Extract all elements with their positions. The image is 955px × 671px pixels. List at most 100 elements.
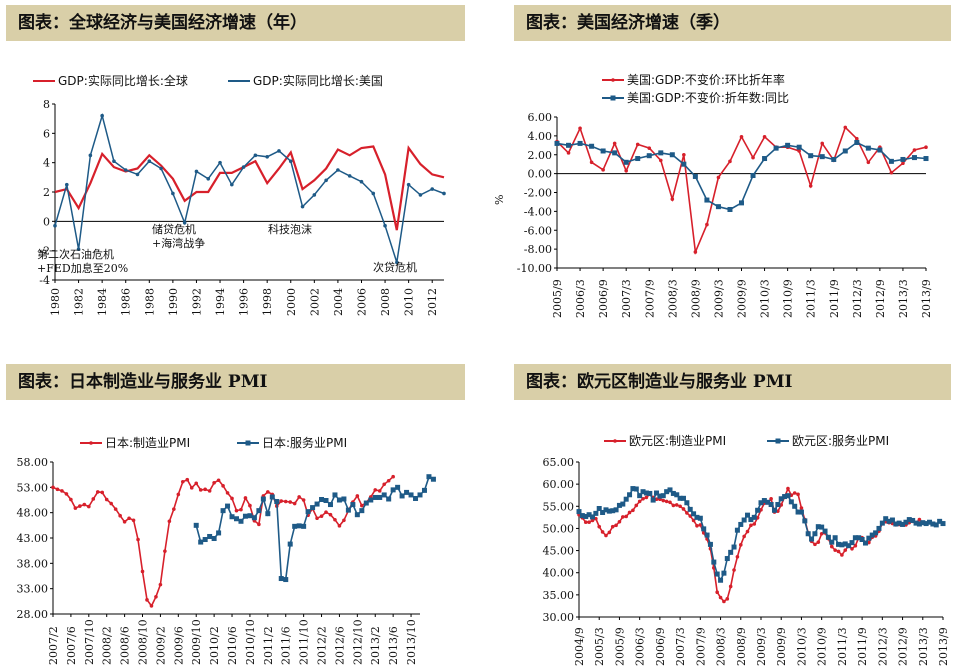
series-point-svc: [846, 543, 852, 549]
x-tick-label: 2010/2: [208, 626, 221, 665]
series-point-svc: [832, 535, 838, 541]
series-point-mfg: [749, 523, 753, 528]
legend-label: 美国:GDP:不变价:折年数:同比: [627, 90, 789, 105]
series-point-mfg: [843, 548, 848, 552]
series-point-svc: [643, 490, 649, 496]
series-line-global: [54, 145, 445, 231]
legend-marker: [775, 438, 781, 444]
y-tick-label: 40.00: [543, 567, 575, 580]
series-point-yoy: [762, 156, 768, 162]
series-point-mfg: [769, 496, 773, 501]
series-point-qoq: [682, 152, 686, 157]
x-tick-label: 2007/10: [83, 619, 96, 665]
series-point-svc: [417, 492, 423, 498]
x-tick-label: 2011/3: [805, 279, 818, 318]
series-point-mfg: [718, 595, 723, 600]
series-point-svc: [211, 536, 217, 542]
series-point-qoq: [705, 222, 709, 227]
legend-marker: [89, 441, 93, 445]
series-point-mfg: [674, 503, 679, 507]
series-point-svc: [613, 507, 619, 513]
y-tick-label: 65.00: [543, 456, 575, 469]
series-point-mfg: [583, 520, 588, 525]
series-point-svc: [287, 541, 293, 547]
series-point-svc: [616, 502, 622, 508]
series-point-mfg: [104, 497, 109, 502]
series-point-svc: [260, 496, 266, 502]
series-point-svc: [866, 535, 872, 541]
series-point-us: [347, 174, 352, 178]
x-tick-label: 2007/2: [47, 626, 60, 665]
series-point-qoq: [739, 135, 744, 139]
series-point-svc: [775, 502, 781, 508]
series-point-yoy: [692, 173, 698, 179]
series-point-us: [182, 221, 187, 225]
series-point-mfg: [194, 481, 199, 486]
annotation-subprime: 次贷危机: [373, 260, 417, 274]
series-point-svc: [728, 549, 734, 555]
series-point-svc: [761, 498, 767, 504]
x-tick-label: 2011/2: [262, 626, 275, 665]
series-point-svc: [637, 493, 643, 499]
series-point-us: [123, 168, 128, 172]
series-point-svc: [404, 489, 410, 495]
series-point-mfg: [154, 594, 158, 599]
series-point-svc: [660, 493, 666, 499]
series-point-mfg: [78, 504, 82, 508]
series-point-mfg: [637, 499, 642, 504]
series-point-mfg: [833, 548, 837, 552]
series-point-svc: [927, 519, 933, 525]
series-point-svc: [731, 544, 737, 550]
series-point-yoy: [566, 142, 572, 148]
series-point-svc: [390, 487, 396, 493]
x-tick-label: 2008/9: [689, 279, 702, 318]
series-point-yoy: [819, 154, 825, 160]
series-point-mfg: [840, 553, 844, 557]
series-point-svc: [687, 506, 693, 512]
y-tick-label: -8.00: [524, 243, 552, 256]
series-point-yoy: [842, 148, 848, 154]
series-point-yoy: [796, 144, 802, 150]
series-point-svc: [923, 521, 929, 527]
series-point-yoy: [888, 158, 894, 164]
series-point-mfg: [113, 507, 118, 511]
x-tick-label: 2011/9: [828, 279, 841, 318]
x-tick-label: 2012/3: [876, 627, 889, 666]
x-tick-label: 1992: [190, 288, 203, 316]
series-point-qoq: [716, 175, 721, 180]
series-point-svc: [319, 496, 325, 502]
series-point-qoq: [624, 168, 628, 173]
series-point-svc: [896, 520, 902, 526]
y-tick-label: 45.00: [543, 545, 575, 558]
series-point-us: [230, 182, 234, 187]
series-point-svc: [805, 531, 811, 537]
series-point-svc: [327, 502, 333, 508]
series-point-svc: [738, 521, 744, 527]
legend-marker: [245, 440, 251, 446]
x-tick-label: 2005/9: [613, 627, 626, 666]
series-point-svc: [839, 542, 845, 548]
series-point-mfg: [752, 522, 757, 526]
series-point-svc: [856, 535, 862, 541]
x-tick-label: 2013/10: [405, 619, 418, 665]
series-point-qoq: [751, 155, 755, 160]
series-point-mfg: [176, 492, 181, 497]
x-tick-label: 2007/9: [694, 627, 707, 666]
x-tick-label: 2012/10: [351, 619, 364, 665]
series-point-svc: [314, 501, 320, 507]
series-point-mfg: [668, 500, 672, 505]
x-tick-label: 1998: [261, 288, 274, 316]
series-point-us: [430, 187, 435, 191]
series-point-qoq: [866, 160, 871, 165]
series-point-svc: [421, 487, 427, 493]
series-point-svc: [399, 493, 405, 499]
x-tick-label: 2006/3: [574, 279, 587, 318]
series-point-svc: [251, 515, 257, 521]
series-point-svc: [265, 511, 271, 517]
series-point-us: [288, 159, 293, 163]
series-point-mfg: [301, 498, 306, 502]
series-point-mfg: [587, 520, 591, 525]
series-point-qoq: [601, 168, 605, 172]
series-point-us: [371, 191, 376, 196]
